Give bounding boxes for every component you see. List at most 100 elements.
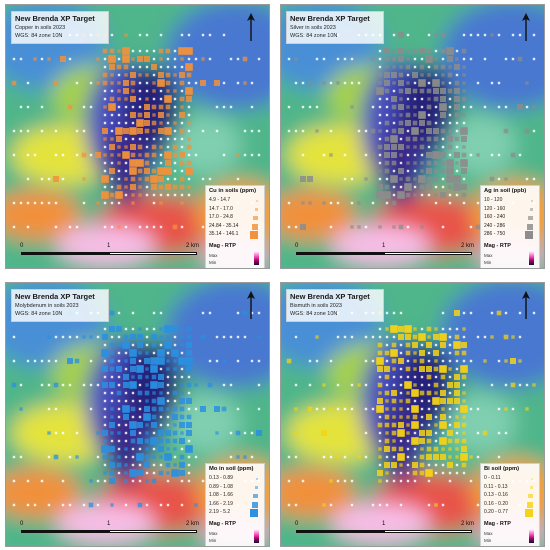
soil-sample [384, 160, 390, 166]
soil-sample [103, 105, 107, 109]
soil-sample [152, 225, 156, 229]
soil-sample [152, 447, 156, 451]
soil-sample [404, 325, 412, 333]
soil-sample [384, 144, 390, 150]
soil-sample [460, 365, 468, 373]
soil-sample [399, 503, 403, 507]
soil-sample [110, 351, 114, 355]
soil-sample [448, 423, 452, 427]
soil-sample [426, 184, 432, 190]
soil-sample [385, 455, 389, 459]
soil-sample [123, 128, 129, 134]
soil-sample [427, 145, 431, 149]
soil-sample [124, 431, 128, 435]
soil-sample [117, 431, 121, 435]
soil-sample [307, 176, 313, 182]
soil-sample [82, 129, 86, 133]
soil-sample [448, 479, 452, 483]
soil-sample [243, 455, 247, 459]
soil-sample [151, 184, 157, 190]
soil-sample [426, 446, 432, 452]
soil-sample [109, 446, 115, 452]
soil-sample [166, 407, 170, 411]
soil-sample [518, 359, 522, 363]
soil-sample [434, 57, 438, 61]
soil-sample [187, 113, 191, 117]
soil-sample [476, 153, 480, 157]
soil-sample [166, 391, 170, 395]
soil-sample [350, 105, 354, 109]
soil-sample [117, 423, 121, 427]
soil-sample [103, 113, 107, 117]
soil-sample [390, 349, 398, 357]
soil-sample [419, 454, 425, 460]
soil-sample [61, 431, 65, 435]
soil-sample [434, 407, 438, 411]
soil-sample [236, 153, 240, 157]
legend-symbol [528, 215, 533, 221]
soil-sample [371, 335, 375, 339]
soil-sample [88, 502, 94, 508]
soil-sample [152, 455, 156, 459]
soil-sample [110, 113, 114, 117]
soil-sample [441, 447, 445, 451]
soil-sample [179, 176, 185, 182]
soil-sample [462, 359, 466, 363]
soil-sample [158, 72, 164, 78]
soil-sample [158, 446, 164, 452]
soil-sample [61, 153, 65, 157]
soil-sample [257, 407, 261, 411]
soil-sample [469, 105, 473, 109]
soil-sample [115, 191, 123, 199]
soil-sample [413, 97, 417, 101]
legend-title: Bi soil (ppm) [484, 466, 520, 472]
soil-sample [117, 113, 121, 117]
soil-sample [158, 128, 164, 134]
soil-sample [145, 367, 149, 371]
soil-sample [229, 383, 233, 387]
soil-sample [406, 455, 410, 459]
soil-sample [138, 153, 142, 157]
soil-sample [103, 359, 107, 363]
soil-sample [82, 503, 86, 507]
soil-sample [208, 177, 212, 181]
soil-sample [235, 430, 241, 436]
soil-sample [476, 503, 480, 507]
soil-sample [137, 168, 143, 174]
soil-sample [434, 439, 438, 443]
map-title: New Brenda XP Target [290, 292, 370, 301]
soil-sample [117, 225, 121, 229]
soil-sample [427, 113, 431, 117]
soil-sample [164, 95, 172, 103]
soil-sample [399, 439, 403, 443]
legend-item-label: 240 - 286 [484, 222, 506, 229]
soil-sample [103, 439, 107, 443]
soil-sample [109, 64, 115, 70]
soil-sample [172, 390, 178, 396]
soil-sample [150, 437, 158, 445]
soil-sample [124, 447, 128, 451]
soil-sample [385, 503, 389, 507]
soil-sample [82, 201, 86, 205]
soil-sample [179, 438, 185, 444]
soil-sample [137, 342, 143, 348]
soil-sample [53, 454, 59, 460]
north-arrow-icon [247, 291, 255, 319]
soil-sample [173, 57, 177, 61]
soil-sample [124, 193, 128, 197]
soil-sample [461, 192, 467, 198]
soil-sample [138, 49, 142, 53]
soil-sample [208, 57, 212, 61]
soil-sample [413, 169, 417, 173]
soil-sample [129, 381, 137, 389]
soil-sample [117, 201, 121, 205]
soil-sample [103, 97, 107, 101]
soil-sample [124, 471, 128, 475]
soil-sample [102, 72, 108, 78]
soil-sample [186, 422, 192, 428]
soil-sample [103, 415, 107, 419]
soil-sample [448, 129, 452, 133]
legend-item: 286 - 750 [484, 231, 536, 239]
soil-sample [187, 177, 191, 181]
soil-sample [110, 161, 114, 165]
